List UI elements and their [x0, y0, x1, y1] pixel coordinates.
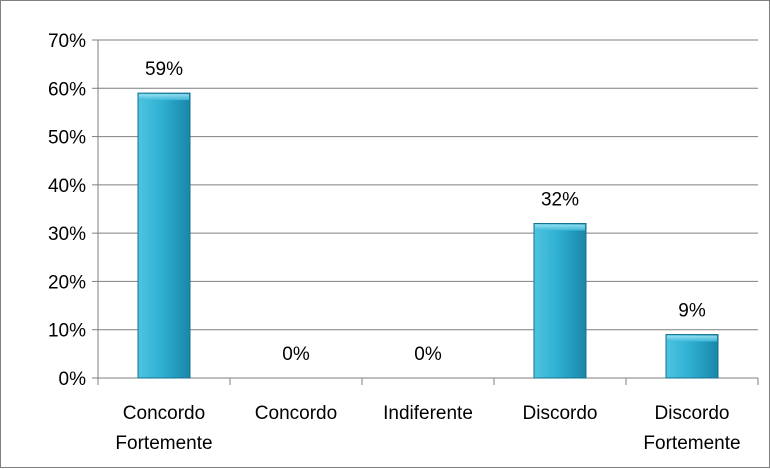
bar-cap-3 [535, 224, 585, 231]
y-tick-label: 50% [48, 128, 86, 149]
bar-cap-4 [667, 335, 717, 342]
labels: 0% 10% 20% 30% 40% 50% 60% 70% 59% Concordo Fortem… [48, 31, 741, 454]
y-tick-label: 70% [48, 31, 86, 52]
data-label-4: 9% [678, 301, 706, 322]
bars [137, 92, 719, 379]
bar-4 [665, 334, 719, 379]
bar-cap-0 [139, 94, 189, 101]
gridlines [98, 39, 758, 331]
category-label-0: Concordo Fortemente [115, 403, 212, 454]
category-label-4: Discordo Fortemente [643, 403, 740, 454]
data-label-2: 0% [414, 344, 442, 365]
y-tick-label: 40% [48, 176, 86, 197]
y-tick-label: 20% [48, 272, 86, 293]
bar-3 [533, 222, 587, 379]
y-tick-label: 60% [48, 79, 86, 100]
y-tick-label: 0% [59, 369, 87, 390]
bar-0 [137, 92, 191, 379]
y-tick-label: 30% [48, 224, 86, 245]
data-label-0: 59% [145, 59, 183, 80]
data-label-1: 0% [282, 344, 310, 365]
y-tick-label: 10% [48, 321, 86, 342]
category-label-1: Concordo [255, 403, 337, 424]
category-label-2: Indiferente [383, 403, 473, 424]
category-label-3: Discordo [523, 403, 598, 424]
axes [92, 39, 759, 385]
data-label-3: 32% [541, 189, 579, 210]
